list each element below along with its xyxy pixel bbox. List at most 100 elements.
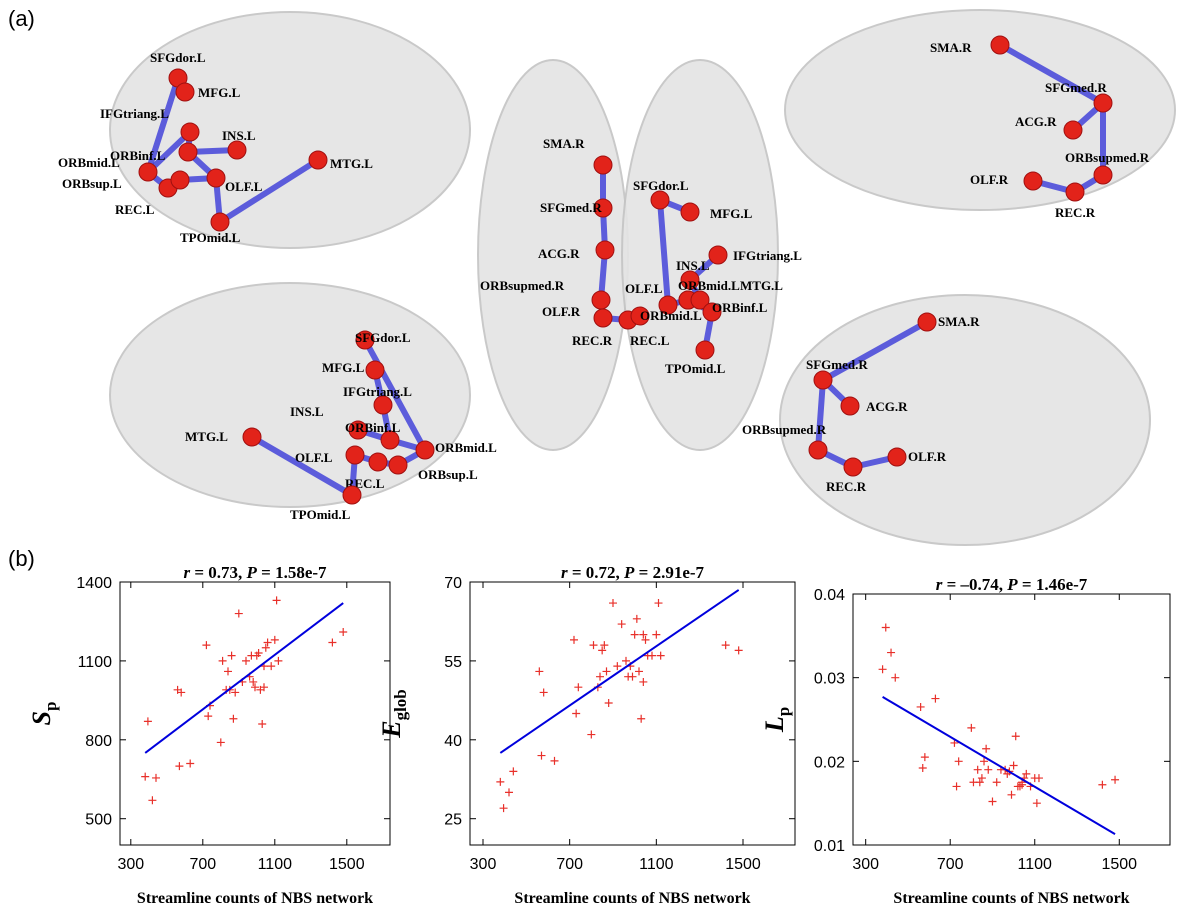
data-point <box>1111 776 1119 784</box>
brain-node <box>596 241 614 259</box>
node-label: ORBmid.L <box>435 440 497 455</box>
data-point <box>229 715 237 723</box>
figure: (a) (b) SFGdor.LMFG.LIFGtriang.LINS.LORB… <box>0 0 1182 909</box>
node-label: MTG.L <box>330 156 373 171</box>
annotation: r = 0.72, P = 2.91e-7 <box>561 563 705 582</box>
brain-node <box>696 341 714 359</box>
node-label: SMA.R <box>938 314 980 329</box>
data-point <box>235 610 243 618</box>
x-axis-label: Streamline counts of NBS network <box>893 890 1129 907</box>
data-point <box>496 778 504 786</box>
brain-node <box>991 36 1009 54</box>
data-point <box>509 767 517 775</box>
node-label: REC.L <box>630 333 670 348</box>
brain-node <box>179 143 197 161</box>
data-point <box>931 695 939 703</box>
node-label: INS.L <box>290 404 324 419</box>
node-label: ORBinf.L <box>345 420 401 435</box>
node-label: TPOmid.L <box>180 230 241 245</box>
node-label: SMA.R <box>930 40 972 55</box>
node-label: SMA.R <box>543 136 585 151</box>
brain-node <box>366 361 384 379</box>
y-tick-label: 500 <box>85 812 112 829</box>
node-label: REC.R <box>1055 205 1096 220</box>
brain-node <box>651 191 669 209</box>
data-point <box>590 641 598 649</box>
node-label: MFG.L <box>198 85 241 100</box>
brain-node <box>1064 121 1082 139</box>
data-point <box>974 766 982 774</box>
data-point <box>141 773 149 781</box>
annotation-part: P <box>1006 575 1018 594</box>
data-point <box>505 788 513 796</box>
annotation-part: = 0.72, <box>568 563 624 582</box>
brain-node <box>844 458 862 476</box>
data-point <box>642 636 650 644</box>
brain-node <box>594 156 612 174</box>
data-point <box>262 644 270 652</box>
data-point <box>148 796 156 804</box>
brain-node <box>139 163 157 181</box>
data-point <box>144 717 152 725</box>
y-tick-label: 0.04 <box>814 587 845 604</box>
annotation-part: P <box>246 563 258 582</box>
data-point <box>988 797 996 805</box>
data-point <box>274 657 282 665</box>
x-tick-label: 1100 <box>639 856 674 873</box>
brain-node <box>346 446 364 464</box>
data-point <box>574 683 582 691</box>
brain-node <box>207 169 225 187</box>
fit-line <box>883 697 1115 834</box>
node-label: SFGdor.L <box>150 50 206 65</box>
data-point <box>917 703 925 711</box>
y-axis-label: Sp <box>27 702 60 726</box>
node-label: ORBsup.L <box>418 467 478 482</box>
data-point <box>175 762 183 770</box>
node-label: MTG.L <box>740 278 783 293</box>
brain-node <box>809 441 827 459</box>
brain-node <box>918 313 936 331</box>
node-label: REC.R <box>826 479 867 494</box>
fit-line <box>145 603 343 753</box>
data-point <box>648 652 656 660</box>
data-point <box>267 662 275 670</box>
data-point <box>637 715 645 723</box>
data-point <box>202 641 210 649</box>
data-point <box>600 641 608 649</box>
data-point <box>500 804 508 812</box>
y-tick-label: 0.02 <box>814 754 845 771</box>
data-point <box>887 649 895 657</box>
data-point <box>224 667 232 675</box>
data-point <box>603 667 611 675</box>
node-label: ACG.R <box>1015 114 1057 129</box>
x-tick-label: 300 <box>852 856 879 873</box>
brain-node <box>594 309 612 327</box>
y-tick-label: 70 <box>444 575 462 592</box>
data-point <box>631 631 639 639</box>
data-point <box>217 738 225 746</box>
brain-node <box>1094 166 1112 184</box>
brain-node <box>369 453 387 471</box>
data-point <box>967 724 975 732</box>
y-label-sub: p <box>41 702 60 711</box>
brain-node <box>228 141 246 159</box>
annotation: r = 0.73, P = 1.58e-7 <box>183 563 327 582</box>
brain-node <box>681 203 699 221</box>
x-tick-label: 1100 <box>258 856 293 873</box>
data-point <box>1014 782 1022 790</box>
x-axis-label: Streamline counts of NBS network <box>137 890 373 907</box>
y-tick-label: 1100 <box>78 654 113 671</box>
y-label-sub: p <box>774 707 793 716</box>
data-point <box>635 667 643 675</box>
node-label: REC.L <box>115 202 155 217</box>
y-tick-label: 1400 <box>76 575 112 592</box>
annotation-part: = –0.74, <box>942 575 1007 594</box>
node-label: OLF.L <box>225 179 263 194</box>
data-point <box>652 631 660 639</box>
node-label: SFGdor.L <box>355 330 411 345</box>
data-point <box>639 631 647 639</box>
data-point <box>955 757 963 765</box>
data-point <box>609 599 617 607</box>
brain-node <box>389 456 407 474</box>
data-point <box>204 712 212 720</box>
